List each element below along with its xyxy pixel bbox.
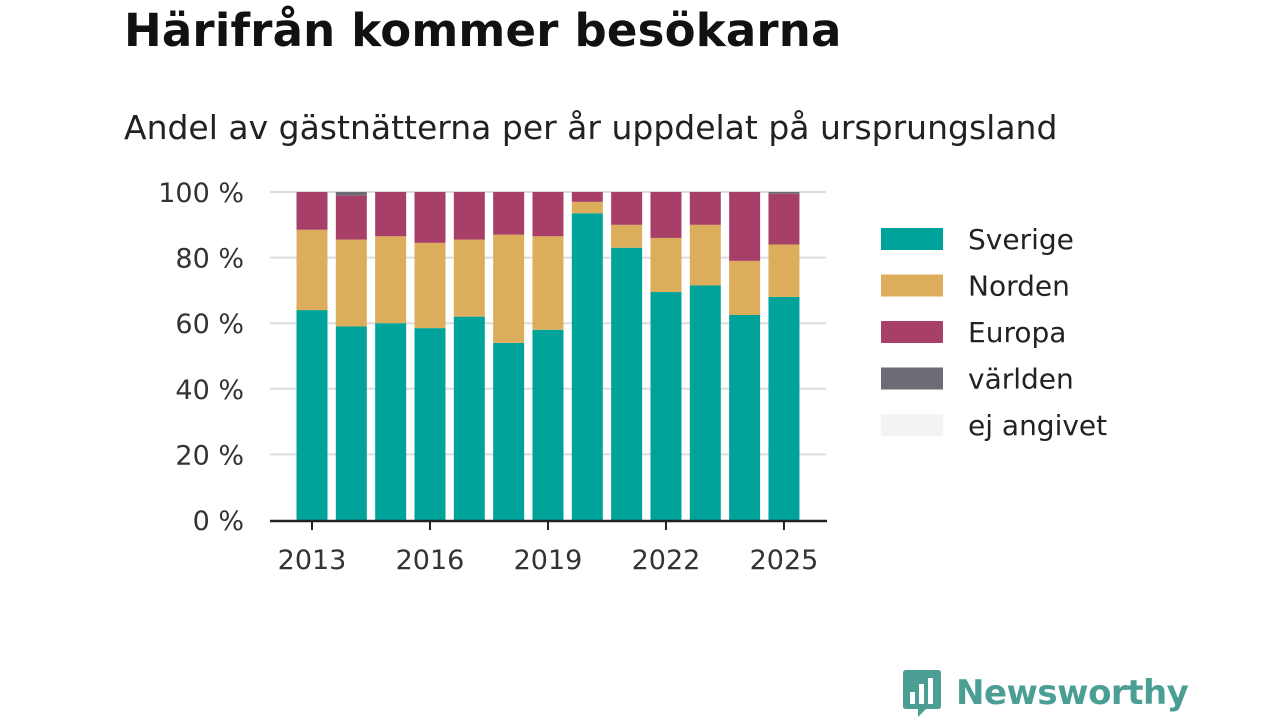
y-tick-label: 0 % [193, 506, 244, 537]
legend: Sverige Norden Europa världen ej angivet [881, 223, 1107, 442]
bar-segment [375, 192, 407, 237]
bar-segment [611, 247, 643, 520]
legend-label: Europa [968, 316, 1066, 349]
bar-segment [335, 239, 367, 327]
bar-segment [414, 192, 446, 243]
bar-segment [729, 315, 761, 520]
bar-segment [375, 236, 407, 324]
bar-segment [611, 192, 643, 225]
bar-segment [493, 192, 525, 235]
newsworthy-logo: Newsworthy [902, 668, 1189, 718]
bar-segment [650, 237, 682, 293]
legend-label: ej angivet [968, 409, 1107, 442]
legend-swatch [881, 367, 943, 390]
bar-segment [650, 292, 682, 520]
bar-segment [335, 326, 367, 520]
bar-segment [296, 192, 328, 230]
x-tick-label: 2025 [750, 545, 819, 576]
bar-segment [689, 285, 721, 520]
y-tick-label: 60 % [175, 309, 244, 340]
bar-segment [768, 193, 800, 245]
bar-segment [414, 328, 446, 520]
newsworthy-logo-text: Newsworthy [956, 673, 1189, 713]
legend-swatch [881, 274, 943, 297]
bar-segment [453, 192, 485, 240]
bar-segment [768, 192, 800, 194]
bar-segment [611, 224, 643, 248]
bar-segment [729, 192, 761, 261]
y-tick-label: 80 % [175, 244, 244, 275]
x-tick-label: 2016 [396, 545, 465, 576]
x-tick-label: 2019 [514, 545, 583, 576]
bar-segment [296, 310, 328, 520]
bar-segment [689, 192, 721, 225]
y-tick-label: 100 % [158, 178, 244, 209]
bar-segment [571, 192, 603, 202]
x-tick-label: 2022 [632, 545, 701, 576]
legend-label: Norden [968, 270, 1070, 303]
bar-segment [493, 234, 525, 343]
bar-segment [335, 195, 367, 240]
bar-segment [768, 244, 800, 297]
legend-swatch [881, 228, 943, 250]
newsworthy-logo-icon [903, 670, 941, 717]
bar-segment [532, 192, 564, 237]
chart-title: Härifrån kommer besökarna [124, 4, 842, 57]
bar-segment [650, 192, 682, 238]
bar-segment [493, 342, 525, 520]
bar-segment [296, 229, 328, 311]
bar-segment [453, 239, 485, 317]
x-tick-label: 2013 [278, 545, 347, 576]
y-tick-label: 40 % [175, 375, 244, 406]
legend-swatch [881, 414, 943, 436]
bar-segment [375, 323, 407, 520]
chart-subtitle: Andel av gästnätterna per år uppdelat på… [124, 108, 1058, 147]
bar-segment [729, 260, 761, 315]
legend-label: världen [968, 363, 1074, 396]
bars-layer [296, 192, 800, 520]
bar-segment [335, 192, 367, 196]
bar-segment [689, 224, 721, 286]
y-tick-label: 20 % [175, 440, 244, 471]
bar-segment [532, 329, 564, 520]
axis-layer: 0 % 20 % 40 % 60 % 80 % 100 % 2013 2016 2019 2022… [158, 178, 827, 576]
bar-segment [453, 316, 485, 520]
bar-segment [414, 242, 446, 329]
legend-label: Sverige [968, 223, 1074, 256]
bar-segment [571, 201, 603, 214]
legend-swatch [881, 321, 943, 343]
bar-segment [768, 296, 800, 520]
bar-segment [571, 213, 603, 520]
bar-segment [532, 236, 564, 330]
